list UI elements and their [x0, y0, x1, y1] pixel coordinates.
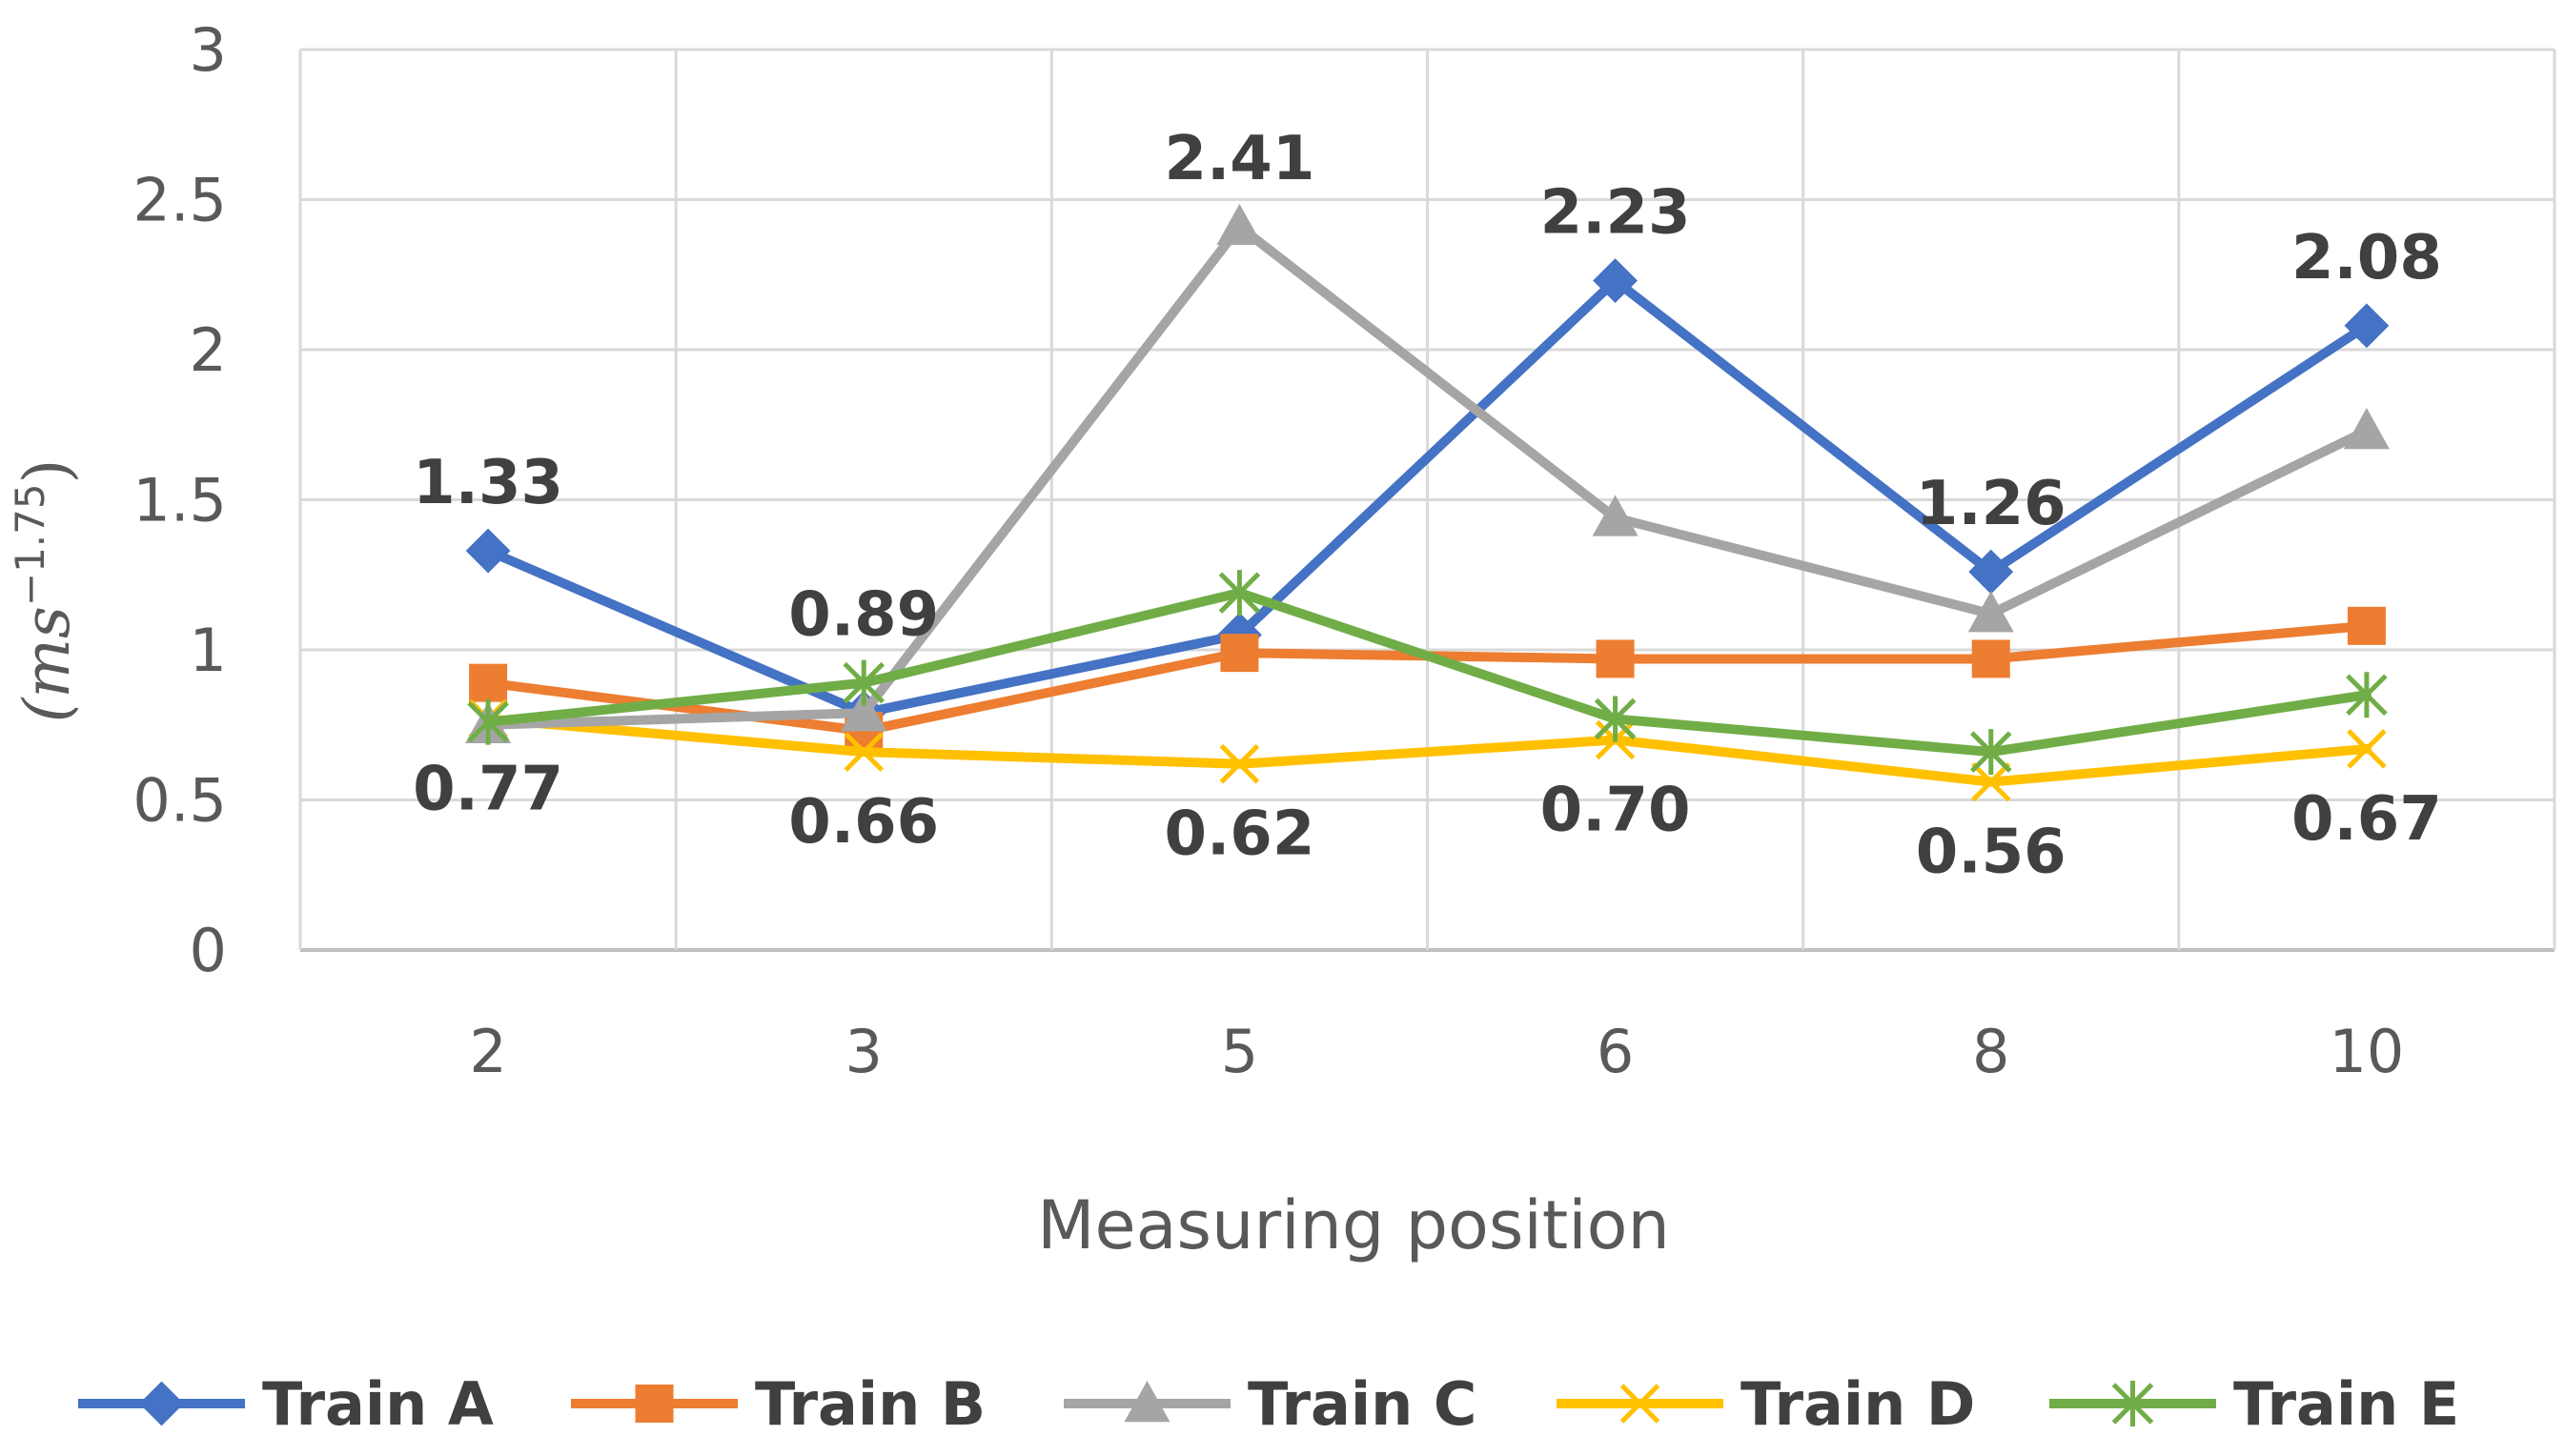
- data-point: [1971, 639, 2010, 678]
- series-line: [483, 221, 2372, 730]
- legend-marker: [1619, 1384, 1660, 1424]
- series-train-d: [468, 698, 2387, 802]
- legend-marker: [139, 1381, 184, 1426]
- legend-label: Train E: [2233, 1369, 2459, 1439]
- data-label: 2.08: [2291, 223, 2442, 293]
- data-point: [2347, 606, 2386, 645]
- legend-item-train-d: Train D: [1557, 1369, 1975, 1439]
- data-point: [465, 528, 511, 574]
- y-tick-label: 1.5: [132, 466, 227, 536]
- series-lines: [465, 203, 2390, 802]
- data-label: 0.89: [788, 580, 939, 651]
- legend-marker: [1124, 1381, 1171, 1423]
- data-point: [1592, 495, 1639, 536]
- data-point: [2344, 303, 2390, 349]
- data-point: [843, 659, 886, 706]
- data-label: 0.77: [413, 754, 563, 824]
- data-point: [2347, 729, 2387, 769]
- legend-marker: [2111, 1381, 2154, 1426]
- data-point: [2343, 408, 2390, 450]
- data-point: [1967, 591, 2014, 633]
- data-point: [1970, 761, 2011, 802]
- data-label: 0.67: [2291, 784, 2442, 855]
- data-point: [1218, 570, 1261, 617]
- legend-label: Train A: [262, 1369, 494, 1439]
- x-tick-label: 6: [1597, 1017, 1634, 1086]
- data-point: [841, 690, 887, 732]
- data-label: 1.33: [413, 448, 563, 518]
- x-tick-label: 3: [845, 1017, 883, 1086]
- legend-item-train-e: Train E: [2049, 1369, 2459, 1439]
- legend-item-train-a: Train A: [78, 1369, 494, 1439]
- data-labels: 1.33 0.89 2.41 2.23 1.26 2.08 0.77 0.66 0.62 0.70…: [413, 124, 2442, 888]
- legend-label: Train D: [1741, 1369, 1975, 1439]
- y-tick-label: 1: [190, 616, 227, 685]
- y-tick-label: 0: [190, 916, 227, 985]
- x-tick-label: 10: [2329, 1017, 2404, 1086]
- gridlines: [298, 48, 2556, 952]
- y-tick-label: 3: [190, 15, 227, 85]
- legend: Train A Train B Train C Train D Train E: [78, 1369, 2459, 1439]
- data-point: [467, 698, 509, 745]
- series-line: [483, 714, 2372, 787]
- data-point: [1220, 634, 1259, 673]
- data-point: [844, 732, 885, 772]
- legend-label: Train C: [1248, 1369, 1476, 1439]
- x-tick-label: 5: [1221, 1017, 1258, 1086]
- y-tick-label: 2: [190, 315, 227, 385]
- legend-marker: [635, 1385, 674, 1423]
- legend-label: Train B: [755, 1369, 986, 1439]
- data-point: [1969, 729, 2012, 776]
- data-label: 0.56: [1916, 818, 2066, 888]
- y-axis-title-close: ): [10, 459, 84, 484]
- data-label: 1.26: [1916, 469, 2066, 539]
- y-tick-label: 0.5: [132, 766, 227, 836]
- y-axis-title: (ms−1.75): [7, 459, 84, 723]
- y-axis-ticks: 0 0.5 1 1.5 2 2.5 3: [132, 15, 227, 985]
- x-axis-ticks: 2 3 5 6 8 10: [469, 1017, 2404, 1086]
- y-axis-title-exponent: −1.75: [7, 483, 53, 606]
- data-point: [469, 663, 508, 702]
- data-label: 0.62: [1164, 799, 1314, 870]
- y-tick-label: 2.5: [132, 166, 227, 235]
- data-point: [1596, 639, 1635, 678]
- data-label: 0.66: [788, 787, 939, 858]
- data-point: [2346, 672, 2388, 718]
- x-tick-label: 2: [469, 1017, 506, 1086]
- series-train-e: [467, 570, 2388, 776]
- y-axis-title-main: (ms: [10, 606, 84, 722]
- data-point: [1216, 203, 1263, 246]
- legend-item-train-c: Train C: [1064, 1369, 1476, 1439]
- svg-text:(ms−1.75): (ms−1.75): [7, 459, 84, 723]
- data-point: [1219, 743, 1260, 784]
- x-tick-label: 8: [1972, 1017, 2009, 1086]
- x-axis-title: Measuring position: [1037, 1186, 1670, 1264]
- series-line: [483, 588, 2372, 758]
- data-point: [1593, 258, 1638, 303]
- data-point: [1594, 696, 1637, 742]
- data-label: 2.23: [1540, 178, 1691, 249]
- data-label: 2.41: [1164, 124, 1314, 194]
- data-label: 0.70: [1540, 776, 1691, 846]
- legend-item-train-b: Train B: [571, 1369, 986, 1439]
